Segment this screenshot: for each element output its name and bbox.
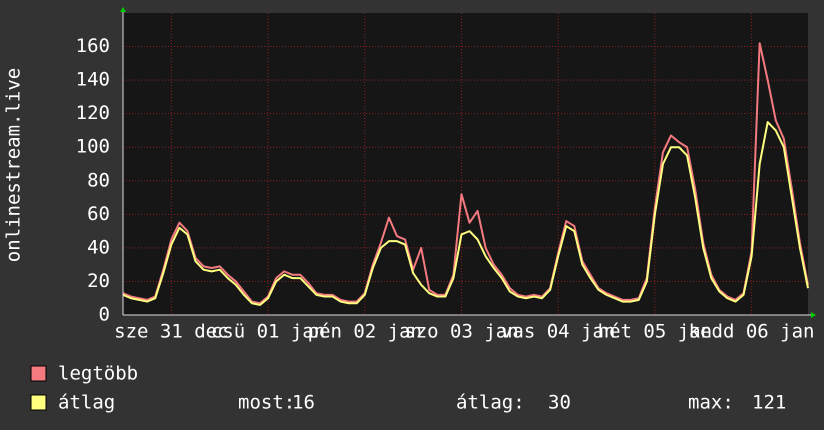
plot-area (123, 13, 808, 315)
x-tick-label: hét 05 jan (598, 321, 712, 343)
y-tick-label: 20 (87, 270, 110, 292)
y-tick-label: 40 (87, 236, 110, 258)
y-tick-label: 100 (76, 136, 110, 158)
y-tick-label: 80 (87, 169, 110, 191)
stat-label: most: (238, 392, 295, 414)
y-tick-label: 0 (99, 304, 110, 326)
y-axis-label: onlinestream.live (3, 68, 25, 262)
legend-swatch (30, 365, 47, 382)
x-tick-label: kedd 06 jan (689, 321, 815, 343)
y-arrow (120, 7, 126, 12)
lines (122, 42, 809, 306)
y-tick-label: 120 (76, 102, 110, 124)
x-tick-label: csü 01 jan (211, 321, 325, 343)
x-tick-label: szo 03 jan (404, 321, 518, 343)
legend-swatch (30, 394, 47, 411)
stat-label: átlag: (456, 392, 525, 414)
x-arrow (811, 312, 816, 318)
stat-label: max: (688, 392, 734, 414)
y-tick-label: 160 (76, 35, 110, 57)
stat-value: 30 (548, 392, 571, 414)
x-tick-label: vas 04 jan (501, 321, 615, 343)
x-tick-label: sze 31 dec (114, 321, 228, 343)
series-line (122, 121, 809, 306)
legend: legtöbb átlag most:16 átlag: 30 max: 121 (30, 363, 786, 414)
y-tick-label: 60 (87, 203, 110, 225)
x-tick-label: pén 02 jan (308, 321, 422, 343)
y-tick-label: 140 (76, 69, 110, 91)
legend-label: átlag (58, 392, 115, 414)
stat-value: 121 (752, 392, 786, 414)
series-line (122, 42, 809, 305)
stat-value: 16 (292, 392, 315, 414)
legend-label: legtöbb (58, 363, 138, 385)
